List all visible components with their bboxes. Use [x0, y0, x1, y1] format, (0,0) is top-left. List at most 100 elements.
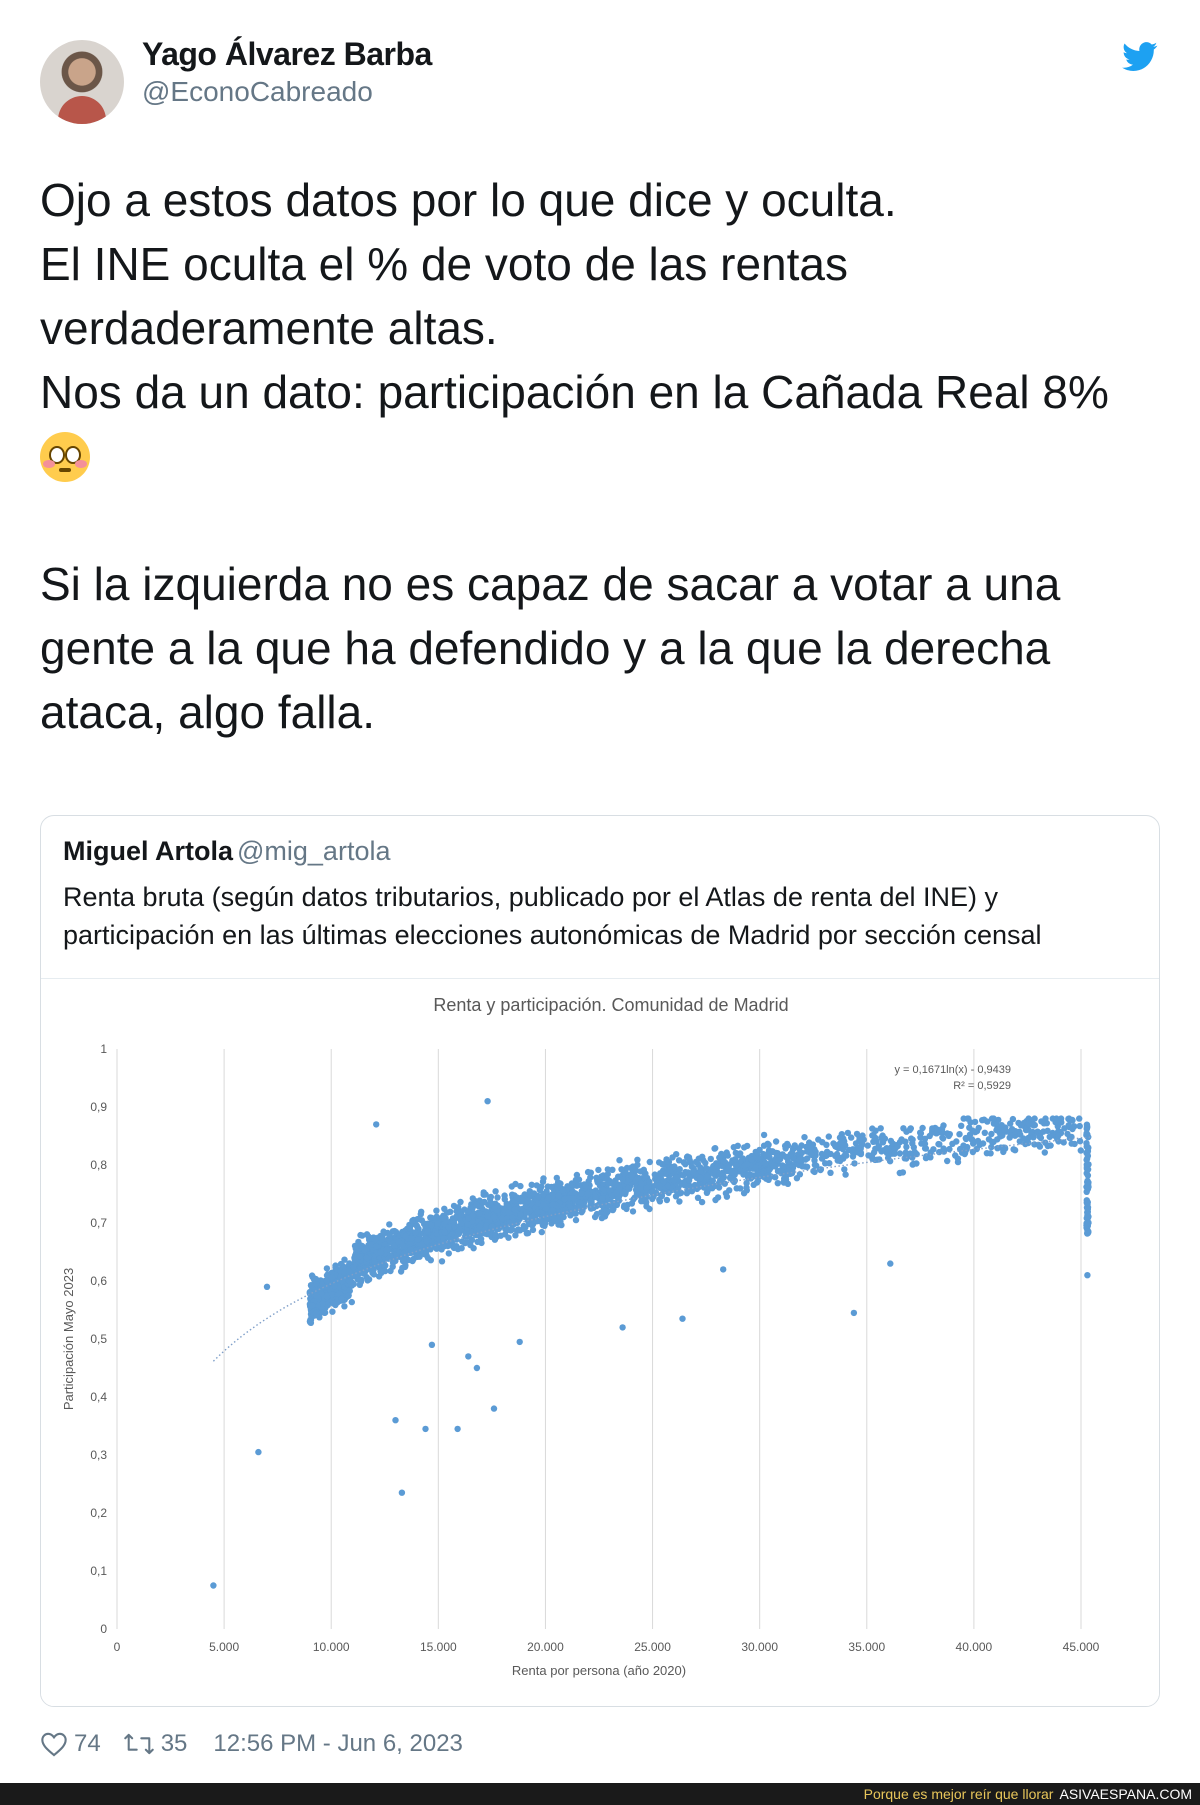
data-point [680, 1159, 687, 1166]
twitter-bird-icon[interactable] [1122, 42, 1158, 72]
data-point [514, 1194, 521, 1202]
tweet-line: El INE oculta el % de voto de las rentas [40, 238, 848, 290]
data-point [600, 1186, 608, 1194]
data-point [823, 1148, 831, 1155]
data-point [907, 1125, 914, 1132]
author-handle[interactable]: @EconoCabreado [142, 76, 373, 107]
y-tick-label: 0,5 [90, 1332, 107, 1346]
data-point [811, 1161, 819, 1169]
data-point [524, 1229, 532, 1237]
data-point [746, 1171, 753, 1179]
heart-icon [41, 1732, 67, 1757]
data-point [465, 1353, 472, 1360]
data-point [380, 1228, 387, 1235]
data-point [716, 1170, 723, 1178]
data-point [480, 1189, 487, 1196]
x-tick-label: 45.000 [1063, 1640, 1100, 1654]
data-point [616, 1157, 623, 1164]
data-point [714, 1163, 721, 1170]
data-point [548, 1183, 555, 1191]
data-point [1076, 1115, 1083, 1122]
data-point [428, 1214, 435, 1221]
data-point [850, 1309, 858, 1317]
data-point [981, 1129, 988, 1136]
data-point [459, 1238, 466, 1245]
avatar[interactable] [40, 40, 124, 124]
data-point [504, 1226, 511, 1233]
data-point [692, 1158, 700, 1166]
data-point [856, 1136, 863, 1143]
data-point [945, 1132, 952, 1140]
data-point [716, 1154, 723, 1161]
data-point [587, 1174, 594, 1181]
x-tick-label: 10.000 [313, 1640, 350, 1654]
x-axis-label: Renta por persona (año 2020) [512, 1663, 686, 1678]
data-point [363, 1254, 371, 1262]
data-point [408, 1235, 415, 1242]
data-point [523, 1209, 530, 1216]
data-point [935, 1140, 942, 1148]
data-point [541, 1220, 549, 1227]
footer-brand[interactable]: ASIVAESPANA.COM [1059, 1786, 1192, 1802]
like-action[interactable]: 74 [40, 1730, 101, 1758]
data-point [722, 1151, 729, 1158]
data-point [665, 1189, 672, 1196]
data-point [417, 1211, 424, 1218]
y-tick-label: 0,8 [90, 1158, 107, 1172]
chart-title: Renta y participación. Comunidad de Madr… [433, 995, 788, 1015]
chart-image[interactable]: Renta y participación. Comunidad de Madr… [41, 978, 1159, 1706]
data-point [658, 1192, 666, 1200]
trendline-annotation: y = 0,1671ln(x) - 0,9439 [895, 1064, 1012, 1076]
data-point [954, 1158, 962, 1166]
data-point [634, 1191, 642, 1198]
data-point [999, 1132, 1006, 1139]
data-point [449, 1215, 457, 1222]
tweet-body: Ojo a estos datos por lo que dice y ocul… [40, 168, 1170, 744]
data-point [487, 1193, 495, 1201]
data-point [994, 1145, 1001, 1152]
data-point [673, 1187, 680, 1194]
data-point [445, 1224, 452, 1231]
data-point [833, 1150, 841, 1158]
data-point [318, 1282, 326, 1289]
quoted-tweet-card[interactable]: Miguel Artola @mig_artola Renta bruta (s… [40, 815, 1160, 1707]
data-point [609, 1166, 616, 1173]
data-point [516, 1338, 523, 1346]
data-point [919, 1124, 926, 1132]
tweet-timestamp[interactable]: 12:56 PM - Jun 6, 2023 [213, 1730, 463, 1757]
data-point [323, 1277, 330, 1285]
data-point [641, 1173, 649, 1180]
data-point [655, 1182, 663, 1189]
data-point [988, 1130, 995, 1138]
y-tick-label: 0,4 [90, 1390, 107, 1404]
data-point [864, 1142, 871, 1149]
data-point [849, 1153, 857, 1160]
data-point [1084, 1178, 1091, 1186]
data-point [733, 1185, 740, 1192]
data-point [520, 1222, 527, 1230]
data-point [319, 1300, 326, 1308]
y-tick-label: 1 [100, 1042, 107, 1056]
data-point [898, 1136, 905, 1143]
data-point [464, 1221, 472, 1228]
data-point [946, 1145, 953, 1153]
data-point [1085, 1213, 1092, 1220]
data-point [540, 1175, 547, 1182]
data-point [739, 1155, 746, 1162]
data-point [567, 1212, 574, 1219]
data-point [772, 1174, 779, 1181]
data-point [910, 1144, 917, 1151]
retweet-action[interactable]: 35 [123, 1730, 187, 1758]
data-point [770, 1162, 777, 1170]
data-point [492, 1188, 499, 1195]
data-point [669, 1154, 676, 1161]
author-name[interactable]: Yago Álvarez Barba [142, 36, 432, 72]
data-point [944, 1157, 951, 1165]
data-point [921, 1135, 929, 1142]
data-point [990, 1120, 998, 1127]
data-point [655, 1159, 663, 1166]
data-point [949, 1140, 956, 1147]
data-point [1008, 1126, 1016, 1133]
data-point [663, 1196, 671, 1204]
data-point [440, 1215, 447, 1222]
